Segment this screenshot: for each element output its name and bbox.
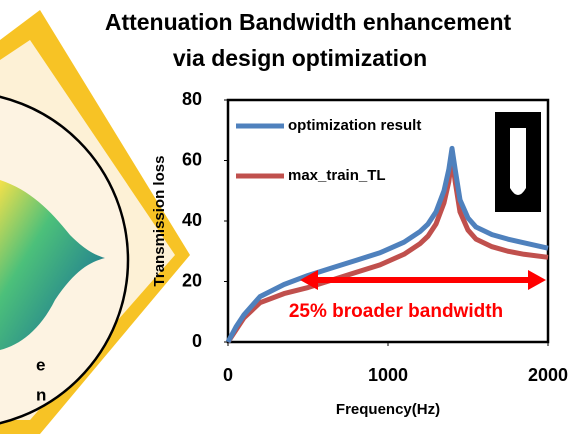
- y-tick-label: 40: [182, 210, 202, 230]
- legend-label: optimization result: [288, 117, 421, 134]
- arrow-head: [528, 270, 546, 290]
- y-axis-label: Transmission loss: [151, 156, 168, 287]
- y-tick-label: 60: [182, 149, 202, 169]
- y-tick-label: 20: [182, 270, 202, 290]
- left-text: e: [36, 355, 45, 374]
- y-tick-label: 80: [182, 89, 202, 109]
- x-tick-label: 1000: [368, 365, 408, 385]
- x-tick-label: 2000: [528, 365, 568, 385]
- x-axis-label: Frequency(Hz): [336, 401, 440, 418]
- legend-label: max_train_TL: [288, 167, 386, 184]
- chart-title: via design optimization: [173, 45, 427, 71]
- left-text: n: [36, 385, 46, 404]
- slide: e n Attenuation Bandwidth enhancement vi…: [0, 0, 587, 434]
- x-tick-label: 0: [223, 365, 233, 385]
- y-tick-label: 0: [192, 331, 202, 351]
- inset-image-shape: [510, 128, 526, 195]
- chart-title: Attenuation Bandwidth enhancement: [105, 9, 512, 35]
- annotation: 25% broader bandwidth: [289, 301, 503, 322]
